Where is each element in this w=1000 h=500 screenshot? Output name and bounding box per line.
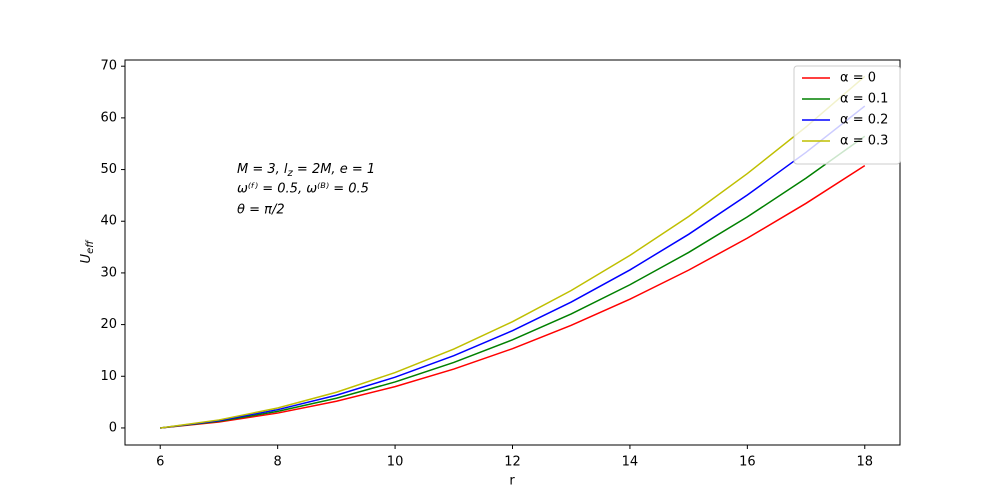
y-tick-label: 10 — [100, 369, 117, 384]
legend-label: α = 0.3 — [840, 134, 888, 149]
y-tick-label: 30 — [100, 265, 117, 280]
series-line — [160, 135, 866, 429]
annotation: θ = π/2 — [237, 203, 285, 218]
y-tick-label: 20 — [100, 317, 117, 332]
legend-box — [793, 65, 901, 165]
series-line — [160, 164, 866, 429]
x-axis-label: r — [509, 474, 515, 489]
x-tick-label: 16 — [739, 455, 756, 470]
series-line — [160, 75, 866, 429]
annotation-sub: z — [287, 168, 294, 179]
axes-frame — [124, 59, 901, 446]
x-tick-label: 8 — [274, 455, 282, 470]
legend-label: α = 0.1 — [840, 92, 888, 107]
legend-label: α = 0.2 — [840, 113, 888, 128]
annotation: M = 3, lz = 2M, e = 1 — [237, 162, 375, 180]
series-line — [160, 105, 866, 429]
x-tick-label: 14 — [622, 455, 639, 470]
x-tick-label: 12 — [504, 455, 521, 470]
annotation: ω⁽ᶠ⁾ = 0.5, ω⁽ᴮ⁾ = 0.5 — [237, 182, 369, 197]
legend-label: α = 0 — [840, 71, 876, 86]
y-tick-label: 40 — [100, 214, 117, 229]
legend: α = 0 α = 0.1 α = 0.2 α = 0.3 — [793, 65, 901, 165]
annotation-part: M = 3, l — [237, 162, 288, 177]
x-tick-label: 18 — [856, 455, 873, 470]
y-tick-label: 50 — [100, 162, 117, 177]
x-tick-label: 10 — [387, 455, 404, 470]
annotation-part: = 2M, e = 1 — [293, 162, 375, 177]
x-tick-label: 6 — [156, 455, 164, 470]
y-label-main: U — [79, 253, 94, 263]
y-axis-label: Ueff — [79, 239, 97, 264]
y-tick-label: 70 — [100, 59, 117, 74]
y-label-sub: eff — [85, 239, 96, 254]
y-tick-label: 60 — [100, 110, 117, 125]
y-tick-label: 0 — [109, 420, 117, 435]
